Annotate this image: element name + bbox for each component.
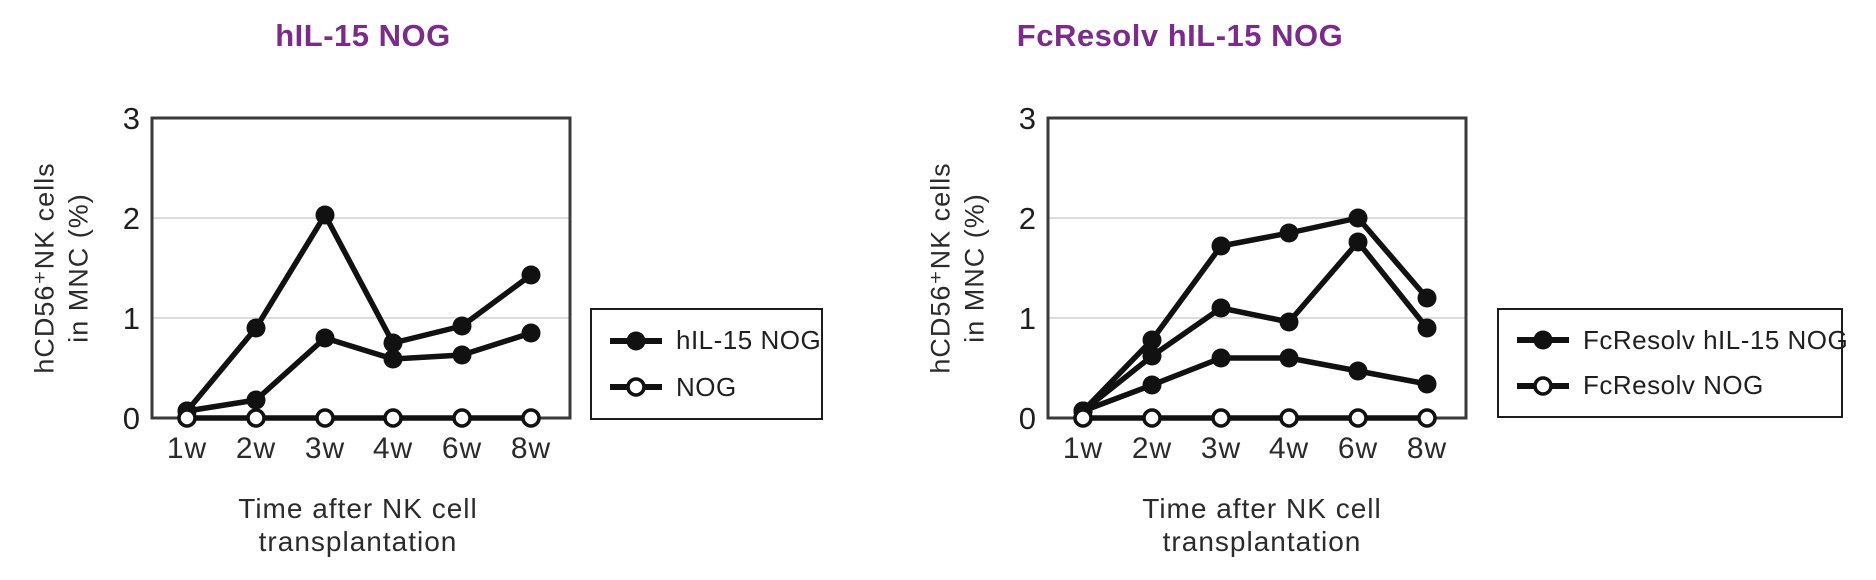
series-line: [184, 330, 534, 414]
open-circle-marker: [177, 408, 197, 428]
y-axis-label-line2: in MNC (%): [959, 193, 989, 343]
y-axis-label-left: hCD56⁺NK cells in MNC (%): [28, 162, 96, 373]
filled-circle-marker: [1417, 374, 1437, 394]
legend-item: NOG: [610, 372, 821, 403]
series-line: [1080, 239, 1430, 414]
chart-title-right: FcResolv hIL-15 NOG: [1016, 18, 1344, 53]
open-circle-marker: [1142, 408, 1162, 428]
x-tick-label: 2w: [1131, 432, 1173, 465]
legend-label: FcResolv hIL-15 NOG: [1583, 324, 1849, 355]
open-circle-marker: [521, 408, 541, 428]
y-axis-label-line1: hCD56⁺NK cells: [29, 162, 60, 374]
open-circle-marker-icon: [610, 377, 662, 397]
x-tick-label: 1w: [166, 432, 208, 465]
filled-circle-marker-icon: [1517, 330, 1569, 350]
y-tick-label: 0: [1018, 401, 1036, 436]
filled-circle-marker: [1279, 312, 1299, 332]
legend-left: hIL-15 NOG NOG: [590, 308, 823, 420]
legend-right: FcResolv hIL-15 NOG FcResolv NOG: [1497, 308, 1848, 418]
open-circle-marker: [452, 408, 472, 428]
y-tick-label: 2: [1018, 201, 1036, 236]
y-tick-label: 1: [1018, 301, 1036, 336]
x-tick-label: 1w: [1062, 432, 1104, 465]
x-tick-label: 4w: [372, 432, 414, 465]
x-tick-label: 4w: [1268, 432, 1310, 465]
y-tick-label: 3: [1018, 101, 1036, 136]
y-tick-label: 0: [122, 401, 140, 436]
filled-circle-marker: [521, 265, 541, 285]
filled-circle-marker: [1348, 361, 1368, 381]
filled-circle-marker: [452, 316, 472, 336]
series-line: [184, 212, 534, 414]
x-tick-label: 8w: [510, 432, 552, 465]
open-circle-marker: [315, 408, 335, 428]
y-tick-label: 3: [122, 101, 140, 136]
x-tick-label: 3w: [304, 432, 346, 465]
series-line: [1080, 355, 1430, 414]
series-line: [1080, 215, 1430, 414]
legend-item: FcResolv hIL-15 NOG: [1517, 325, 1848, 356]
filled-circle-marker: [246, 390, 266, 410]
filled-circle-marker: [1417, 318, 1437, 338]
filled-circle-marker: [1142, 375, 1162, 395]
filled-circle-marker: [452, 345, 472, 365]
legend-label: NOG: [676, 371, 737, 402]
chart-title-left: hIL-15 NOG: [275, 18, 451, 53]
filled-circle-marker: [1279, 348, 1299, 368]
open-circle-marker: [1211, 408, 1231, 428]
legend-item: hIL-15 NOG: [610, 325, 821, 356]
x-tick-label: 6w: [441, 432, 483, 465]
open-circle-marker: [1417, 408, 1437, 428]
x-tick-label: 6w: [1337, 432, 1379, 465]
filled-circle-marker: [383, 349, 403, 369]
line-plot-left: [150, 116, 572, 428]
open-circle-marker: [246, 408, 266, 428]
filled-circle-marker: [246, 318, 266, 338]
y-axis-label-line2: in MNC (%): [63, 193, 93, 343]
filled-circle-marker: [1348, 208, 1368, 228]
x-axis-label-line1: Time after NK cell: [1142, 493, 1382, 524]
y-tick-label: 1: [122, 301, 140, 336]
filled-circle-marker: [1348, 232, 1368, 252]
filled-circle-marker: [1142, 346, 1162, 366]
x-tick-label: 8w: [1406, 432, 1448, 465]
open-circle-marker: [1073, 408, 1093, 428]
plot-border: [150, 116, 572, 420]
filled-circle-marker: [1279, 223, 1299, 243]
filled-circle-marker: [383, 333, 403, 353]
open-circle-marker: [383, 408, 403, 428]
x-axis-label-line2: transplantation: [1162, 526, 1362, 558]
x-axis-label-left: Time after NK cell transplantation: [238, 492, 477, 558]
open-circle-marker: [1348, 408, 1368, 428]
x-axis-label-line1: Time after NK cell: [238, 493, 478, 524]
filled-circle-marker: [315, 205, 335, 225]
x-axis-label-line2: transplantation: [258, 526, 458, 558]
filled-circle-marker: [1142, 330, 1162, 350]
x-tick-label: 2w: [235, 432, 277, 465]
filled-circle-marker: [1417, 288, 1437, 308]
legend-item: FcResolv NOG: [1517, 370, 1841, 401]
filled-circle-marker: [1211, 236, 1231, 256]
y-axis-label-line1: hCD56⁺NK cells: [925, 162, 956, 374]
line-plot-right: [1046, 116, 1468, 428]
x-tick-label: 3w: [1200, 432, 1242, 465]
open-circle-marker: [1279, 408, 1299, 428]
legend-label: FcResolv NOG: [1583, 370, 1764, 401]
filled-circle-marker: [315, 328, 335, 348]
filled-circle-marker-icon: [610, 331, 662, 351]
y-axis-label-right: hCD56⁺NK cells in MNC (%): [924, 162, 992, 373]
y-tick-label: 2: [122, 201, 140, 236]
x-axis-label-right: Time after NK cell transplantation: [1142, 492, 1381, 558]
open-circle-marker-icon: [1517, 376, 1569, 396]
filled-circle-marker: [1211, 298, 1231, 318]
legend-label: hIL-15 NOG: [676, 325, 822, 356]
filled-circle-marker: [1211, 348, 1231, 368]
filled-circle-marker: [521, 323, 541, 343]
